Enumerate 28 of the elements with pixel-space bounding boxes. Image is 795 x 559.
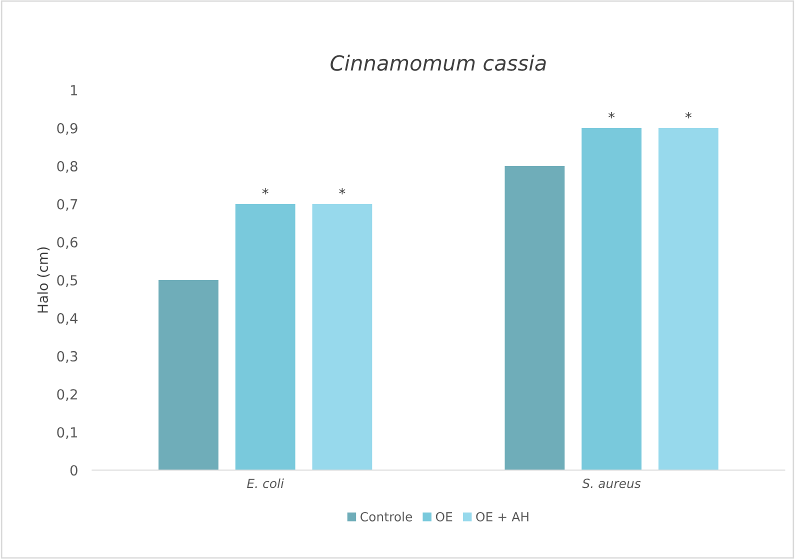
bar [504,166,565,470]
legend-label: OE [436,512,452,522]
y-tick-label: 1 [71,85,78,96]
bar [158,280,218,470]
x-tick-label: S. aureus [582,478,641,488]
data-label: * [339,188,346,194]
y-tick-label: 0,3 [57,351,78,363]
y-axis-title: Halo (cm) [37,247,50,313]
legend-label: Controle [360,512,412,522]
legend-label: OE + AH [476,512,528,522]
bar [582,128,642,470]
data-label: * [685,112,692,118]
data-label: * [262,188,268,194]
y-tick-label: 0,8 [57,160,78,173]
y-tick-label: 0 [70,465,78,476]
y-tick-label: 0,1 [57,427,78,439]
y-tick-label: 0,5 [57,275,78,287]
y-tick-label: 0,2 [57,389,77,401]
bar [312,204,372,470]
bar [658,128,718,470]
y-tick-label: 0,4 [57,313,78,325]
chart-title: Cinnamomum cassia [330,54,546,71]
bar [235,204,296,470]
y-tick-label: 0,6 [57,237,78,249]
y-tick-label: 0,7 [57,199,78,211]
x-tick-label: E. coli [247,478,284,488]
y-tick-label: 0,9 [57,122,78,135]
data-label: * [608,112,615,118]
